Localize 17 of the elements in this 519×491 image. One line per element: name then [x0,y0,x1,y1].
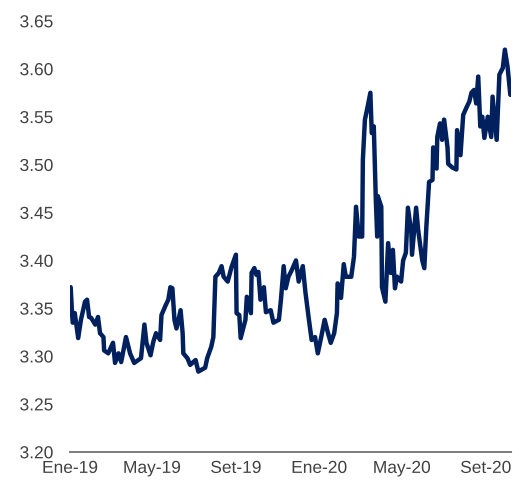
y-tick-label: 3.25 [20,398,53,411]
x-tick-label: May-20 [374,460,430,477]
y-tick-label: 3.35 [20,302,53,315]
x-tick-label: Set-19 [211,460,261,474]
x-tick-label: Ene-20 [292,460,346,474]
y-tick-label: 3.55 [20,110,53,124]
y-tick-label: 3.40 [20,254,53,267]
x-tick-label: May-19 [124,460,180,477]
y-tick-label: 3.60 [20,63,53,76]
y-tick-label: 3.50 [20,158,53,172]
y-tick-label: 3.45 [20,206,53,220]
y-tick-label: 3.20 [20,446,53,458]
x-tick-label: Ene-19 [43,460,98,474]
x-tick-label: Set-20 [460,460,511,474]
y-tick-label: 3.65 [20,15,53,28]
y-tick-label: 3.30 [20,350,53,363]
line-series [70,48,511,374]
